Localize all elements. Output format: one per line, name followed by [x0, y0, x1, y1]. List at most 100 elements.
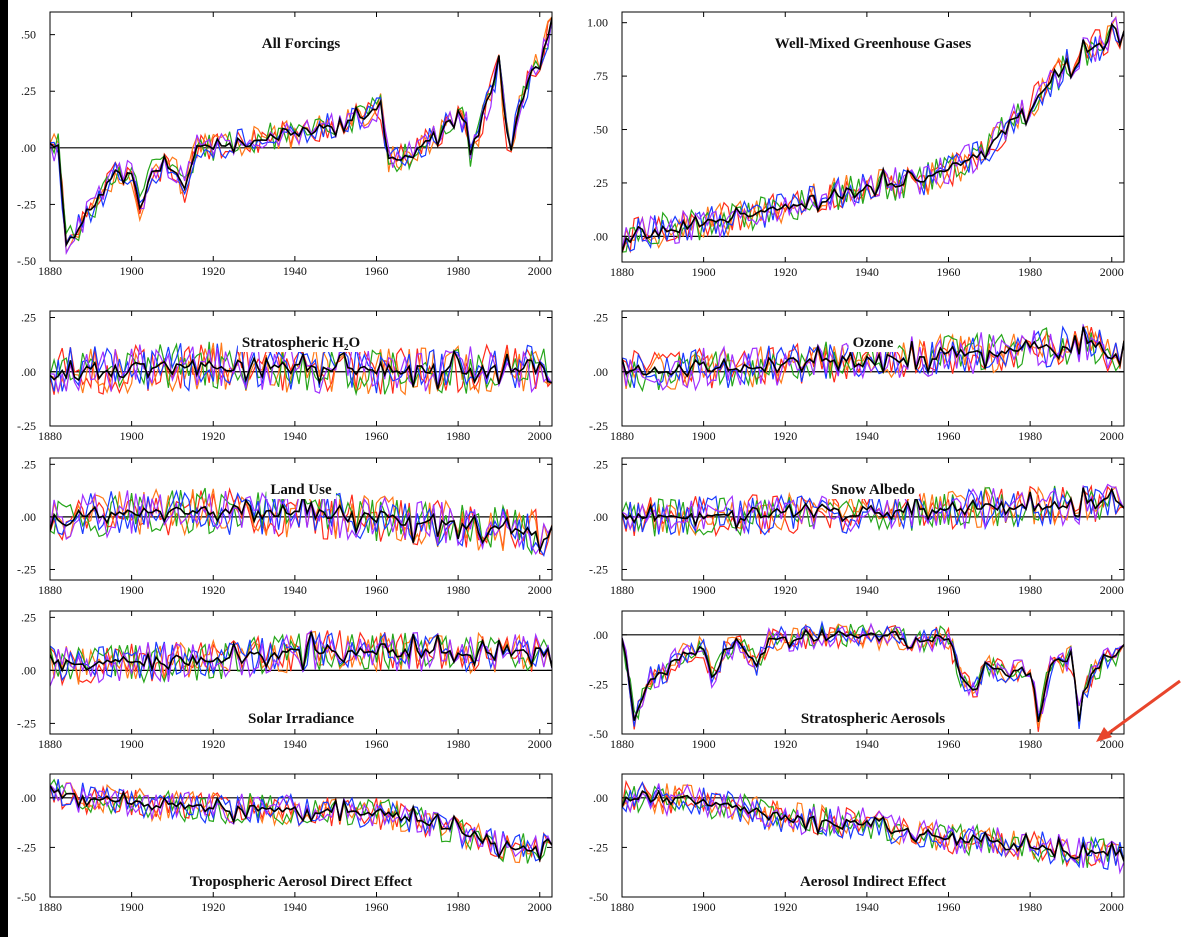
x-tick-label: 1960: [937, 429, 961, 443]
x-tick-label: 1880: [38, 900, 62, 914]
x-tick-label: 2000: [528, 429, 552, 443]
series-run-red: [50, 779, 552, 862]
x-tick-label: 1900: [692, 583, 716, 597]
series-run-blue: [50, 489, 552, 557]
series-run-blue: [50, 779, 552, 862]
x-tick-label: 1880: [610, 737, 634, 751]
y-tick-label: .25: [593, 457, 608, 471]
panel-4: -.25 .00 .25 1880 1900 1920 1940 1960 1980 2000 Oz…: [589, 310, 1125, 443]
x-tick-label: 2000: [528, 264, 552, 278]
panel-title: All Forcings: [262, 36, 341, 52]
x-tick-label: 1900: [120, 583, 144, 597]
plot-frame: [49, 457, 553, 581]
x-tick-label: 1900: [692, 900, 716, 914]
x-tick-label: 1920: [201, 583, 225, 597]
x-tick-label: 1940: [283, 900, 307, 914]
y-tick-label: -.50: [589, 890, 608, 904]
y-tick-label: .25: [21, 610, 36, 624]
y-tick-label: 1.00: [587, 16, 608, 30]
panel-6: -.25 .00 .25 1880 1900 1920 1940 1960 1980 2000 Sn…: [589, 457, 1125, 597]
y-tick-label: .00: [593, 365, 608, 379]
x-tick-label: 1980: [1018, 583, 1042, 597]
x-tick-label: 1880: [610, 900, 634, 914]
x-tick-label: 1880: [610, 265, 634, 279]
x-tick-label: 1900: [120, 737, 144, 751]
x-tick-label: 1940: [283, 264, 307, 278]
left-edge-bar: [0, 0, 8, 937]
y-tick-label: .75: [593, 69, 608, 83]
y-tick-label: .25: [21, 311, 36, 325]
x-tick-label: 1940: [855, 429, 879, 443]
x-tick-label: 1900: [692, 737, 716, 751]
panel-2: .00 .25 .50 .75 1.00 1880 1900 1920 1940 1960 1980…: [587, 11, 1125, 279]
y-tick-label: .00: [21, 791, 36, 805]
x-tick-label: 1940: [855, 737, 879, 751]
panel-10: -.50 -.25 .00 1880 1900 1920 1940 1960 1980 2000 A…: [589, 773, 1125, 914]
series-run-blue: [622, 23, 1124, 252]
panel-8: -.50 -.25 .00 1880 1900 1920 1940 1960 1980 2000 S…: [589, 610, 1125, 751]
x-tick-label: 1940: [855, 900, 879, 914]
x-tick-label: 1900: [120, 429, 144, 443]
y-tick-label: -.50: [589, 727, 608, 741]
y-tick-label: -.25: [589, 677, 608, 691]
x-tick-label: 1920: [773, 583, 797, 597]
x-tick-label: 1980: [1018, 265, 1042, 279]
panel-title: Land Use: [270, 482, 332, 498]
x-tick-label: 1920: [201, 900, 225, 914]
x-tick-label: 1980: [446, 429, 470, 443]
x-tick-label: 2000: [1100, 583, 1124, 597]
y-tick-label: -.25: [589, 419, 608, 433]
x-tick-label: 1920: [773, 900, 797, 914]
y-tick-label: .00: [593, 510, 608, 524]
x-tick-label: 1920: [773, 429, 797, 443]
y-tick-label: -.25: [17, 197, 36, 211]
y-tick-label: .25: [593, 311, 608, 325]
series-ensemble-mean: [50, 17, 552, 248]
x-tick-label: 1960: [365, 900, 389, 914]
series-ensemble-mean: [50, 495, 552, 554]
y-tick-label: -.25: [17, 562, 36, 576]
x-tick-label: 1880: [38, 583, 62, 597]
x-tick-label: 1900: [692, 429, 716, 443]
x-tick-label: 1880: [38, 737, 62, 751]
panel-title: Well-Mixed Greenhouse Gases: [775, 36, 972, 52]
series-ensemble-mean: [50, 631, 552, 673]
x-tick-label: 1940: [283, 583, 307, 597]
panel-title: Ozone: [853, 335, 894, 351]
x-tick-label: 1900: [692, 265, 716, 279]
y-tick-label: .00: [21, 141, 36, 155]
x-tick-label: 2000: [528, 583, 552, 597]
x-tick-label: 1920: [201, 429, 225, 443]
panel-title: Aerosol Indirect Effect: [800, 874, 946, 890]
panel-7: -.25 .00 .25 1880 1900 1920 1940 1960 1980 2000 So…: [17, 610, 553, 751]
y-tick-label: .25: [21, 84, 36, 98]
series-run-purple: [50, 782, 552, 859]
panel-title: Solar Irradiance: [248, 711, 354, 727]
series-run-blue: [622, 781, 1124, 870]
x-tick-label: 1920: [201, 264, 225, 278]
series-run-green: [622, 23, 1124, 253]
x-tick-label: 1880: [38, 264, 62, 278]
y-tick-label: -.25: [17, 716, 36, 730]
y-tick-label: .00: [593, 628, 608, 642]
series-ensemble-mean: [622, 22, 1124, 253]
x-tick-label: 1980: [1018, 429, 1042, 443]
x-tick-label: 1980: [446, 583, 470, 597]
y-tick-label: .25: [21, 457, 36, 471]
annotation-arrow: [1096, 679, 1181, 742]
x-tick-label: 2000: [1100, 265, 1124, 279]
series-ensemble-mean: [622, 628, 1124, 723]
y-tick-label: -.25: [17, 840, 36, 854]
x-tick-label: 1940: [855, 265, 879, 279]
plot-frame: [621, 11, 1125, 263]
x-tick-label: 1960: [365, 737, 389, 751]
x-tick-label: 1960: [365, 583, 389, 597]
y-tick-label: .00: [593, 229, 608, 243]
x-tick-label: 1940: [855, 583, 879, 597]
y-tick-label: .00: [21, 365, 36, 379]
x-tick-label: 1960: [365, 264, 389, 278]
x-tick-label: 1960: [937, 583, 961, 597]
series-run-blue: [622, 485, 1124, 536]
series-run-purple: [50, 17, 552, 256]
